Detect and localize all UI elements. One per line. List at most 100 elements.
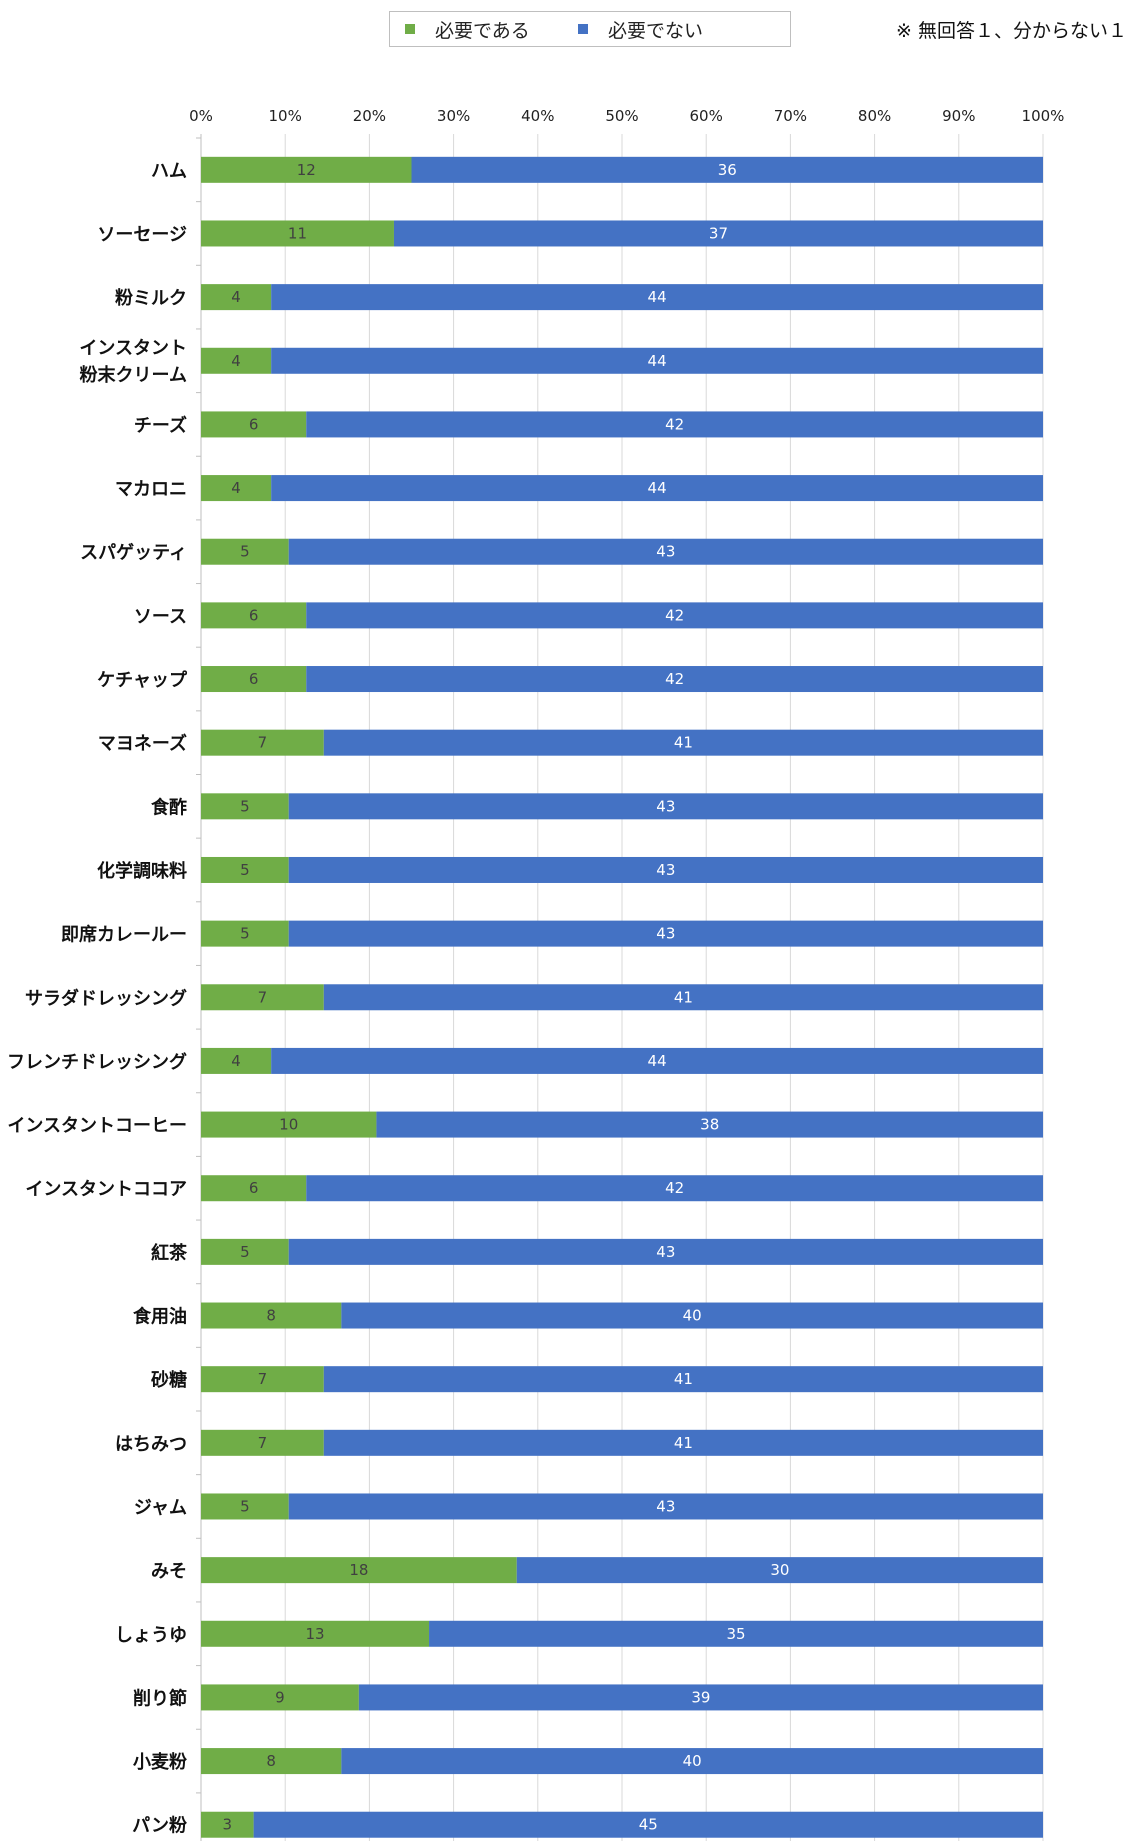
x-tick-label: 30% bbox=[437, 107, 470, 125]
data-label-needed: 5 bbox=[240, 797, 250, 815]
category-label: 小麦粉 bbox=[133, 1751, 187, 1773]
bar-needed bbox=[201, 1429, 324, 1456]
category-label: チーズ bbox=[134, 414, 187, 436]
data-label-needed: 5 bbox=[240, 1243, 250, 1261]
data-label-not-needed: 42 bbox=[665, 670, 684, 688]
data-label-not-needed: 42 bbox=[665, 415, 684, 433]
data-label-needed: 4 bbox=[231, 352, 241, 370]
data-label-not-needed: 43 bbox=[656, 925, 675, 943]
data-label-needed: 5 bbox=[240, 925, 250, 943]
bar-needed bbox=[201, 538, 289, 565]
bar-not-needed bbox=[393, 220, 1043, 247]
data-label-not-needed: 44 bbox=[648, 352, 667, 370]
legend-item-not-needed: 必要でない bbox=[578, 12, 703, 46]
data-label-not-needed: 40 bbox=[683, 1307, 702, 1325]
data-label-not-needed: 40 bbox=[683, 1752, 702, 1770]
category-label: スパゲッティ bbox=[80, 542, 187, 564]
data-label-needed: 6 bbox=[249, 606, 259, 624]
legend-item-needed: 必要である bbox=[405, 12, 530, 46]
category-label: ソース bbox=[134, 606, 187, 627]
bar-not-needed bbox=[323, 1429, 1044, 1456]
data-label-not-needed: 42 bbox=[665, 1179, 684, 1197]
data-label-not-needed: 37 bbox=[709, 224, 728, 242]
bar-needed bbox=[201, 1111, 377, 1138]
x-tick-label: 100% bbox=[1022, 107, 1065, 125]
bar-not-needed bbox=[411, 156, 1043, 183]
category-label: インスタントココア bbox=[25, 1179, 187, 1200]
bar-not-needed bbox=[306, 411, 1043, 438]
bar-needed bbox=[201, 856, 289, 883]
category-label: 化学調味料 bbox=[97, 860, 187, 882]
data-label-needed: 7 bbox=[258, 988, 268, 1006]
bar-not-needed bbox=[429, 1620, 1044, 1647]
category-label: 即席カレールー bbox=[61, 924, 187, 946]
data-label-not-needed: 41 bbox=[674, 1370, 693, 1388]
data-label-not-needed: 43 bbox=[656, 543, 675, 561]
bar-needed bbox=[201, 1811, 254, 1838]
category-label: 粉ミルク bbox=[115, 287, 187, 309]
x-tick-label: 40% bbox=[521, 107, 554, 125]
bar-not-needed bbox=[376, 1111, 1044, 1138]
bar-not-needed bbox=[323, 729, 1044, 756]
bar-needed bbox=[201, 284, 272, 311]
data-label-not-needed: 39 bbox=[691, 1688, 710, 1706]
legend: 必要である 必要でない bbox=[389, 11, 791, 47]
category-label: 砂糖 bbox=[151, 1369, 187, 1391]
data-label-needed: 6 bbox=[249, 1179, 259, 1197]
bar-needed bbox=[201, 1748, 342, 1775]
category-label: 食用油 bbox=[132, 1306, 187, 1328]
data-label-needed: 7 bbox=[258, 1370, 268, 1388]
bar-needed bbox=[201, 1684, 359, 1711]
data-label-needed: 9 bbox=[275, 1688, 285, 1706]
category-label: 食酢 bbox=[150, 796, 187, 818]
data-label-not-needed: 43 bbox=[656, 1243, 675, 1261]
bar-needed bbox=[201, 1493, 289, 1520]
legend-swatch-needed bbox=[405, 24, 415, 34]
data-label-not-needed: 41 bbox=[674, 734, 693, 752]
data-label-needed: 11 bbox=[288, 224, 307, 242]
bar-needed bbox=[201, 602, 307, 629]
data-label-needed: 4 bbox=[231, 479, 241, 497]
bar-needed bbox=[201, 1047, 272, 1074]
category-label: インスタントコーヒー bbox=[7, 1116, 187, 1137]
data-label-not-needed: 44 bbox=[648, 288, 667, 306]
category-label: インスタント粉末クリーム bbox=[79, 338, 187, 386]
data-label-needed: 10 bbox=[279, 1116, 298, 1134]
data-label-needed: 7 bbox=[258, 1434, 268, 1452]
data-label-needed: 18 bbox=[349, 1561, 368, 1579]
category-label: パン粉 bbox=[132, 1815, 187, 1837]
category-label: しょうゆ bbox=[115, 1625, 187, 1646]
data-label-needed: 5 bbox=[240, 861, 250, 879]
data-label-needed: 6 bbox=[249, 670, 259, 688]
category-label: サラダドレッシング bbox=[25, 987, 187, 1009]
data-label-needed: 6 bbox=[249, 415, 259, 433]
bar-needed bbox=[201, 347, 272, 374]
x-tick-label: 10% bbox=[269, 107, 302, 125]
bar-needed bbox=[201, 793, 289, 820]
legend-label-not-needed: 必要でない bbox=[608, 19, 704, 42]
category-label: マカロニ bbox=[115, 479, 187, 500]
bar-not-needed bbox=[253, 1811, 1043, 1838]
data-label-needed: 12 bbox=[297, 161, 316, 179]
data-label-not-needed: 44 bbox=[648, 479, 667, 497]
bar-not-needed bbox=[271, 284, 1044, 311]
bar-not-needed bbox=[288, 1493, 1043, 1520]
x-tick-label: 80% bbox=[858, 107, 891, 125]
data-label-not-needed: 35 bbox=[726, 1625, 745, 1643]
legend-swatch-not-needed bbox=[578, 24, 588, 34]
x-tick-label: 50% bbox=[605, 107, 638, 125]
x-tick-label: 60% bbox=[690, 107, 723, 125]
data-label-needed: 5 bbox=[240, 543, 250, 561]
bar-not-needed bbox=[323, 1366, 1044, 1393]
category-label: 削り節 bbox=[133, 1687, 187, 1709]
category-label: ハム bbox=[151, 161, 187, 182]
bar-not-needed bbox=[306, 666, 1043, 693]
bar-not-needed bbox=[341, 1748, 1043, 1775]
data-label-not-needed: 30 bbox=[770, 1561, 789, 1579]
legend-label-needed: 必要である bbox=[435, 19, 530, 42]
bar-not-needed bbox=[288, 856, 1043, 883]
bar-needed bbox=[201, 1366, 324, 1393]
bar-not-needed bbox=[288, 538, 1043, 565]
bar-needed bbox=[201, 984, 324, 1011]
